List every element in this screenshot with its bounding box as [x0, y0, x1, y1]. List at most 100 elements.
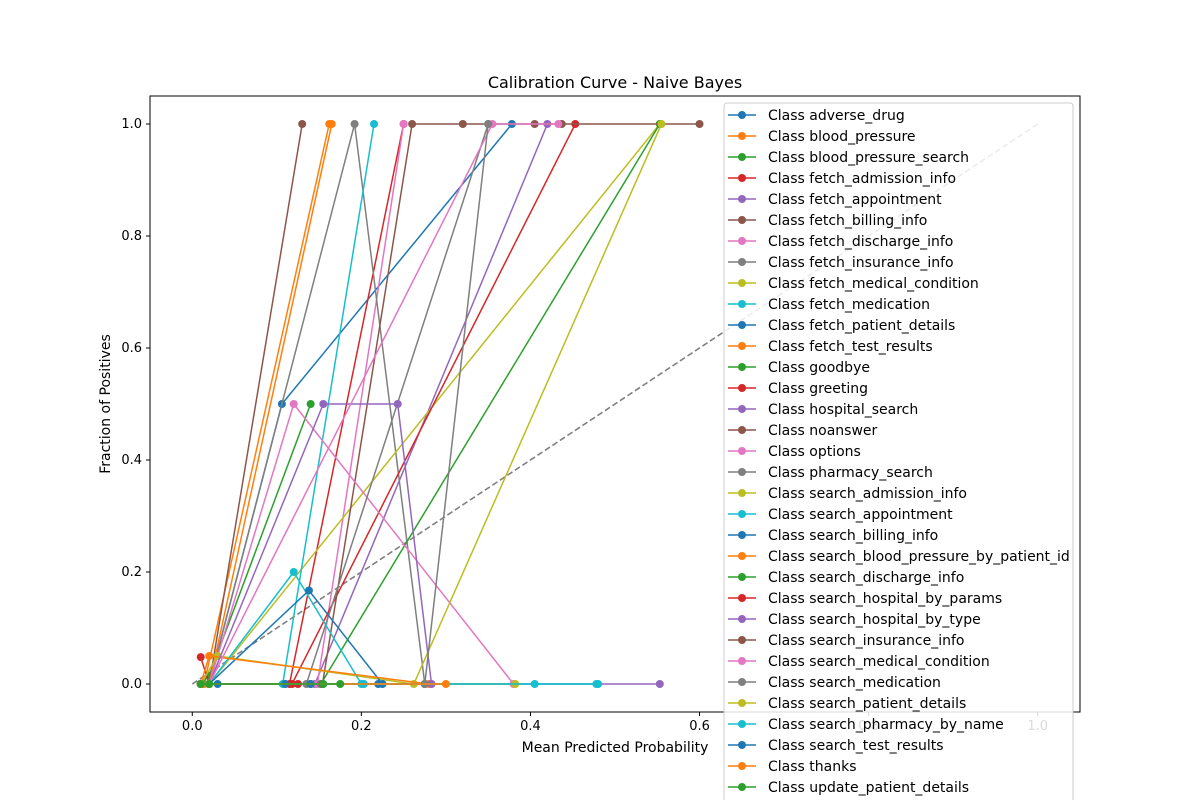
legend-swatch-marker: [738, 216, 746, 224]
y-tick-label: 0.4: [121, 453, 142, 468]
legend-item: Class options: [728, 444, 861, 460]
legend-item: Class search_blood_pressure_by_patient_i…: [728, 549, 1070, 565]
legend-swatch-marker: [738, 678, 746, 686]
legend-item: Class search_admission_info: [728, 486, 967, 502]
legend-swatch-marker: [738, 174, 746, 182]
legend-swatch-marker: [738, 573, 746, 581]
legend-label: Class fetch_medication: [768, 297, 930, 313]
legend-swatch-marker: [738, 153, 746, 161]
legend-swatch-marker: [738, 552, 746, 560]
x-tick-label: 0.4: [520, 719, 541, 734]
series-point: [441, 680, 450, 688]
series-32: [196, 680, 345, 688]
legend-swatch-marker: [738, 405, 746, 413]
legend-swatch-marker: [738, 510, 746, 518]
legend-swatch-marker: [738, 720, 746, 728]
legend-item: Class fetch_appointment: [728, 192, 942, 208]
legend-swatch-marker: [738, 468, 746, 476]
legend-swatch-marker: [738, 657, 746, 665]
legend-swatch-marker: [738, 321, 746, 329]
legend-label: Class search_discharge_info: [768, 570, 964, 586]
legend-label: Class search_blood_pressure_by_patient_i…: [768, 549, 1070, 565]
series-point: [205, 680, 214, 688]
legend-label: Class search_patient_details: [768, 696, 966, 712]
y-tick-label: 0.8: [121, 229, 142, 244]
legend-label: Class hospital_search: [768, 402, 918, 418]
perfect-calibration-line: [191, 123, 1039, 685]
legend-label: Class search_medical_condition: [768, 654, 990, 670]
legend-label: Class search_medication: [768, 675, 941, 691]
legend-swatch-marker: [738, 258, 746, 266]
legend-swatch-marker: [738, 783, 746, 791]
legend-label: Class fetch_test_results: [768, 339, 933, 355]
legend-item: Class search_discharge_info: [728, 570, 964, 586]
legend-item: Class fetch_admission_info: [728, 171, 956, 187]
legend-item: Class search_test_results: [728, 738, 944, 754]
legend: Class adverse_drug Class blood_pressure Cl…: [723, 102, 1074, 800]
legend-item: Class fetch_patient_details: [728, 318, 955, 334]
x-axis-label: Mean Predicted Probability: [522, 740, 709, 756]
legend-item: Class fetch_test_results: [728, 339, 933, 355]
legend-swatch-marker: [738, 741, 746, 749]
plot-frame: [149, 95, 1081, 713]
series-line: [200, 123, 661, 685]
series-point: [594, 680, 603, 688]
legend-label: Class noanswer: [768, 423, 878, 439]
legend-item: Class blood_pressure_search: [728, 150, 969, 166]
legend-swatch-marker: [738, 531, 746, 539]
series-point: [695, 120, 704, 128]
legend-label: Class search_hospital_by_type: [768, 612, 981, 628]
legend-item: Class search_pharmacy_by_name: [728, 717, 1004, 733]
legend-swatch-marker: [738, 615, 746, 623]
legend-item: Class fetch_billing_info: [728, 213, 927, 229]
legend-item: Class fetch_medical_condition: [728, 276, 979, 292]
legend-item: Class goodbye: [728, 360, 870, 376]
x-tick-label: 0.6: [689, 719, 710, 734]
series-point: [289, 568, 298, 576]
legend-label: Class blood_pressure_search: [768, 150, 969, 166]
y-tick-label: 0.0: [121, 677, 142, 692]
legend-label: Class blood_pressure: [768, 129, 916, 145]
legend-label: Class adverse_drug: [768, 108, 905, 124]
series-line: [200, 123, 661, 685]
legend-item: Class thanks: [728, 759, 857, 775]
y-tick-label: 0.2: [121, 565, 142, 580]
legend-item: Class fetch_discharge_info: [728, 234, 953, 250]
series-point: [655, 680, 664, 688]
legend-item: Class hospital_search: [728, 402, 918, 418]
legend-swatch-marker: [738, 384, 746, 392]
series-point: [196, 653, 205, 662]
legend-item: Class search_appointment: [728, 507, 953, 523]
series-point: [399, 120, 408, 128]
series-line: [200, 402, 515, 685]
legend-swatch-marker: [738, 300, 746, 308]
series-point: [657, 120, 666, 128]
x-tick-label: 0.2: [351, 719, 372, 734]
legend-swatch-marker: [738, 237, 746, 245]
legend-swatch-marker: [738, 111, 746, 119]
legend-swatch-marker: [738, 636, 746, 644]
series-point: [530, 680, 539, 688]
series-line: [200, 570, 597, 685]
series-point: [393, 400, 402, 408]
y-axis-label: Fraction of Positives: [98, 334, 114, 474]
legend-swatch-marker: [738, 132, 746, 140]
legend-label: Class fetch_billing_info: [768, 213, 927, 229]
series-point: [205, 652, 214, 660]
y-tick-label: 1.0: [121, 117, 142, 132]
series-point: [327, 120, 336, 128]
legend-swatch-marker: [738, 447, 746, 455]
legend-swatch-marker: [738, 279, 746, 287]
y-tick-label: 0.6: [121, 341, 142, 356]
legend-label: Class fetch_appointment: [768, 192, 942, 208]
legend-item: Class search_medication: [728, 675, 941, 691]
legend-label: Class search_billing_info: [768, 528, 938, 544]
legend-item: Class fetch_insurance_info: [728, 255, 954, 271]
series-point: [370, 120, 379, 128]
legend-item: Class update_patient_details: [728, 780, 969, 796]
series-point: [458, 120, 467, 128]
series-point: [319, 400, 328, 408]
legend-label: Class search_appointment: [768, 507, 953, 523]
plot-area: [191, 120, 1039, 688]
